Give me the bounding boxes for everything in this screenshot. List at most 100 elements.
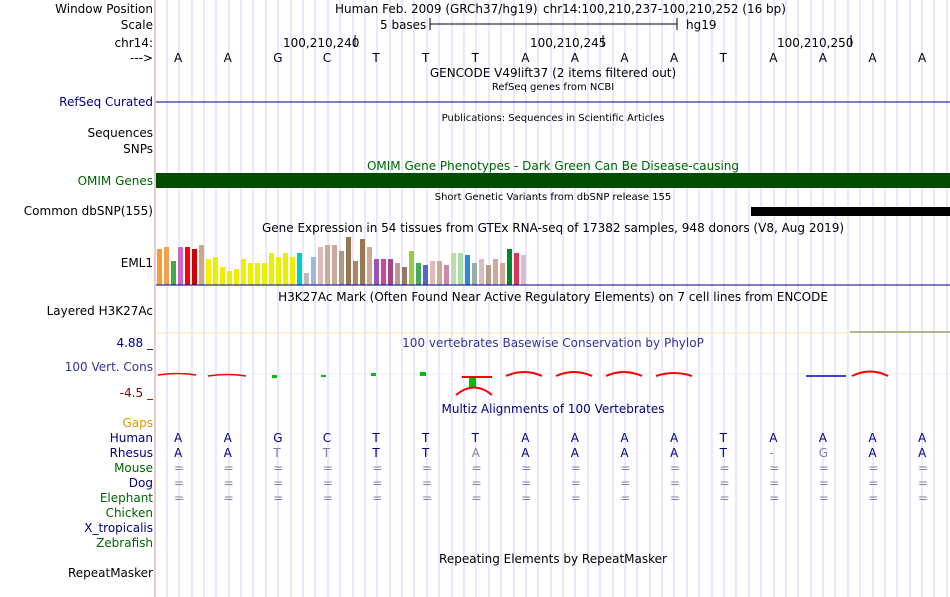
omim-track-title[interactable]: OMIM Gene Phenotypes - Dark Green Can Be… <box>366 159 740 173</box>
row-human-base: A <box>521 431 530 445</box>
base-row-base: A <box>818 51 828 65</box>
base-grid <box>166 0 948 597</box>
window-position-value[interactable]: chr14:100,210,237-100,210,252 (16 bp) <box>543 2 786 16</box>
row-rhesus-base: A <box>670 446 679 460</box>
species-mouse-label[interactable]: Mouse <box>114 461 153 475</box>
row-mouse-base: = <box>273 461 284 475</box>
refseq-track-title[interactable]: RefSeq genes from NCBI <box>491 82 615 93</box>
refseq-label[interactable]: RefSeq Curated <box>59 95 153 109</box>
phylop-graph <box>156 370 950 396</box>
row-human-base: A <box>868 431 877 445</box>
scale-label: Scale <box>120 18 153 32</box>
h3k27ac-label[interactable]: Layered H3K27Ac <box>46 304 153 318</box>
row-elephant-base: = <box>769 491 780 505</box>
row-elephant-base: = <box>620 491 631 505</box>
row-elephant-base: = <box>521 491 532 505</box>
row-elephant-base: = <box>273 491 284 505</box>
row-human-base: A <box>918 431 927 445</box>
row-human-base: A <box>818 431 828 445</box>
row-rhesus-base: A <box>570 446 580 460</box>
chromosome-label: chr14: <box>114 36 153 50</box>
species-elephant-label[interactable]: Elephant <box>99 491 153 505</box>
dbsnp-track-title[interactable]: Short Genetic Variants from dbSNP releas… <box>434 192 672 203</box>
row-dog-base: = <box>322 476 333 490</box>
row-mouse-base: = <box>570 461 581 475</box>
row-elephant-base: = <box>918 491 929 505</box>
snps-label[interactable]: SNPs <box>123 142 153 156</box>
row-mouse-base: = <box>918 461 929 475</box>
row-human-base: A <box>620 431 629 445</box>
row-rhesus-base: A <box>868 446 877 460</box>
row-dog-base: = <box>223 476 234 490</box>
dbsnp-variant-bar[interactable] <box>751 207 950 216</box>
row-dog-base: = <box>719 476 730 490</box>
row-elephant-base: = <box>223 491 234 505</box>
species-xtropicalis-label[interactable]: X_tropicalis <box>84 521 153 535</box>
window-position-label: Window Position <box>55 2 153 16</box>
row-dog-base: = <box>372 476 383 490</box>
row-human-base: T <box>422 431 430 445</box>
row-mouse-base: = <box>422 461 433 475</box>
row-dog-base: = <box>521 476 532 490</box>
base-row-base: A <box>521 51 530 65</box>
phylop-track-title[interactable]: 100 vertebrates Basewise Conservation by… <box>402 336 704 350</box>
coordinate-ticks <box>354 35 852 47</box>
multiz-track-title[interactable]: Multiz Alignments of 100 Vertebrates <box>441 402 665 416</box>
species-rhesus-label[interactable]: Rhesus <box>109 446 153 460</box>
scale-bar <box>429 18 678 30</box>
species-chicken-label[interactable]: Chicken <box>105 506 153 520</box>
coordinate-3: 100,210,250 <box>777 36 854 50</box>
scale-db: hg19 <box>686 18 717 32</box>
row-rhesus-base: A <box>620 446 629 460</box>
row-rhesus-base: A <box>471 446 480 460</box>
row-dog-base: = <box>174 476 185 490</box>
row-rhesus-base: T <box>372 446 380 460</box>
row-human-base: A <box>670 431 679 445</box>
base-row-base: T <box>719 51 727 65</box>
row-elephant-base: = <box>372 491 383 505</box>
row-mouse-base: = <box>620 461 631 475</box>
species-zebrafish-label[interactable]: Zebrafish <box>96 536 153 550</box>
row-mouse-base: = <box>322 461 333 475</box>
row-dog-base: = <box>620 476 631 490</box>
gaps-label[interactable]: Gaps <box>122 416 153 430</box>
phylop-label[interactable]: 100 Vert. Cons <box>64 360 153 374</box>
row-mouse-base: = <box>769 461 780 475</box>
row-human-base: T <box>719 431 727 445</box>
dbsnp-label[interactable]: Common dbSNP(155) <box>23 204 153 218</box>
row-mouse-base: = <box>174 461 185 475</box>
row-dog-base: = <box>570 476 581 490</box>
gtex-expression-bars[interactable] <box>157 237 526 285</box>
row-rhesus-base: - <box>769 446 774 460</box>
sequences-label[interactable]: Sequences <box>87 126 153 140</box>
row-mouse-base: = <box>372 461 383 475</box>
base-row-base: T <box>372 51 380 65</box>
gtex-track-title[interactable]: Gene Expression in 54 tissues from GTEx … <box>261 221 845 235</box>
row-mouse-base: = <box>818 461 829 475</box>
base-row-base: A <box>620 51 629 65</box>
species-dog-label[interactable]: Dog <box>128 476 153 490</box>
base-row-base: A <box>223 51 232 65</box>
gtex-gene-label[interactable]: EML1 <box>120 256 153 270</box>
row-mouse-base: = <box>223 461 234 475</box>
omim-gene-bar[interactable] <box>156 173 950 188</box>
strand-label: ---> <box>129 51 153 65</box>
row-dog-base: = <box>670 476 681 490</box>
row-human-base: A <box>223 431 232 445</box>
base-row-base: C <box>322 51 332 65</box>
h3k27ac-track-title[interactable]: H3K27Ac Mark (Often Found Near Active Re… <box>278 290 828 304</box>
base-row-base: A <box>918 51 927 65</box>
gencode-track-title[interactable]: GENCODE V49lift37 (2 items filtered out) <box>429 66 677 80</box>
row-rhesus-base: T <box>422 446 430 460</box>
species-human-label[interactable]: Human <box>109 431 153 445</box>
phylop-max-label: 4.88 _ <box>116 336 153 350</box>
publications-track-title[interactable]: Publications: Sequences in Scientific Ar… <box>441 113 665 124</box>
row-human-base: T <box>372 431 380 445</box>
row-rhesus-base: A <box>918 446 927 460</box>
omim-label[interactable]: OMIM Genes <box>77 174 153 188</box>
row-human-base: A <box>570 431 580 445</box>
row-rhesus-base: A <box>521 446 530 460</box>
repeatmasker-label[interactable]: RepeatMasker <box>67 566 153 580</box>
repeatmasker-track-title[interactable]: Repeating Elements by RepeatMasker <box>439 552 667 566</box>
